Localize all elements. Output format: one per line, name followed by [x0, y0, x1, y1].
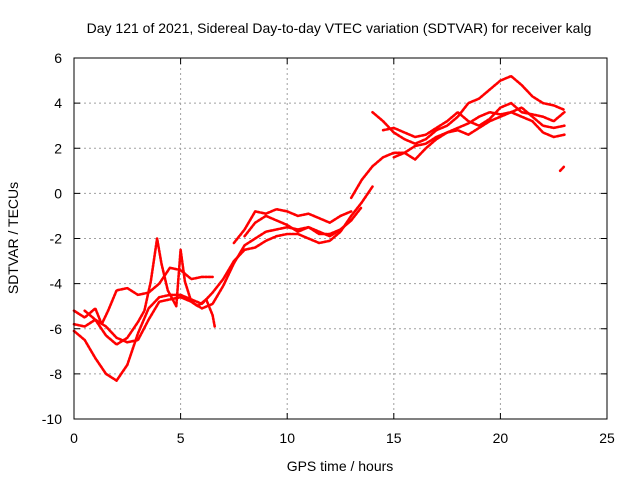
series-trace-f — [243, 214, 353, 238]
series-trace-c — [83, 237, 216, 346]
x-tick-label: 15 — [386, 430, 402, 446]
y-tick-label: 6 — [54, 50, 62, 66]
y-tick-label: -10 — [42, 411, 62, 427]
x-tick-label: 20 — [493, 430, 509, 446]
series-layer — [72, 74, 566, 382]
series-trace-i — [381, 101, 566, 139]
x-tick-label: 25 — [599, 430, 615, 446]
tick-layer: 0 5 10 15 20 25 -10 -8 -6 -4 -2 0 2 4 6 — [42, 50, 615, 446]
series-trace-j — [392, 110, 566, 161]
series-trace-e — [232, 207, 353, 245]
series-trace-a — [72, 185, 374, 382]
y-axis-label: SDTVAR / TECUs — [5, 182, 21, 294]
x-axis-label: GPS time / hours — [287, 458, 394, 474]
series-trace-b — [72, 205, 364, 344]
series-trace-d — [72, 266, 214, 326]
y-tick-label: -4 — [50, 276, 63, 292]
series-trace-k — [558, 165, 566, 173]
y-tick-label: -6 — [50, 321, 63, 337]
series-trace-h — [371, 74, 566, 145]
y-tick-label: 4 — [54, 95, 62, 111]
y-tick-label: 0 — [54, 185, 62, 201]
x-tick-label: 0 — [70, 430, 78, 446]
x-tick-label: 5 — [177, 430, 185, 446]
y-tick-label: -2 — [50, 231, 63, 247]
grid-layer — [74, 58, 607, 419]
chart-title: Day 121 of 2021, Sidereal Day-to-day VTE… — [87, 20, 592, 36]
y-tick-label: 2 — [54, 140, 62, 156]
x-tick-label: 10 — [279, 430, 295, 446]
y-tick-label: -8 — [50, 366, 63, 382]
